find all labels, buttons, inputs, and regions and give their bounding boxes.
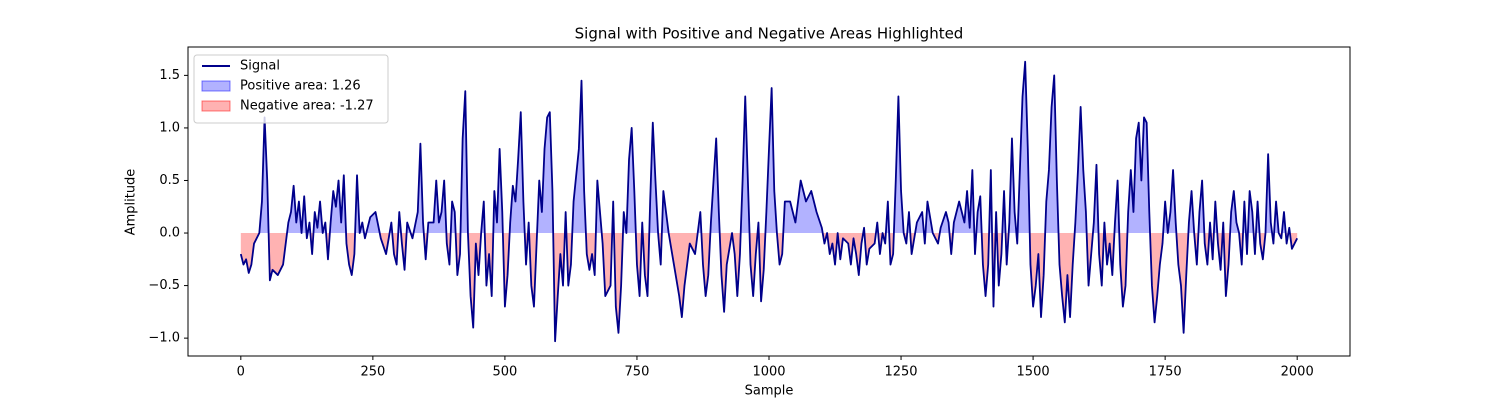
y-tick-label: 1.0 [159, 120, 180, 135]
area-negative [240, 233, 1298, 342]
x-tick-label: 500 [492, 365, 517, 380]
signal-line [239, 60, 1298, 343]
legend-box [193, 54, 389, 124]
x-tick-label: 1250 [884, 365, 917, 380]
y-tick-label: 0.0 [159, 226, 180, 241]
x-tick-label: 250 [360, 365, 385, 380]
legend-swatch [201, 80, 231, 92]
x-tick-label: 1750 [1149, 365, 1182, 380]
legend-label: Signal [240, 59, 280, 74]
y-tick-label: −1.0 [148, 331, 180, 346]
y-axis-label: Amplitude [124, 169, 139, 236]
legend-label: Positive area: 1.26 [240, 79, 361, 94]
x-tick-label: 1000 [752, 365, 785, 380]
area-positive [259, 61, 1290, 234]
x-axis-label: Sample [745, 384, 794, 399]
chart-title: Signal with Positive and Negative Areas … [575, 25, 964, 43]
legend-swatch [201, 100, 231, 112]
y-tick-label: 1.5 [159, 68, 180, 83]
x-tick-label: 750 [625, 365, 650, 380]
x-tick-label: 1500 [1017, 365, 1050, 380]
x-tick-label: 2000 [1281, 365, 1314, 380]
y-tick-label: 0.5 [159, 173, 180, 188]
x-tick-label: 0 [237, 365, 245, 380]
legend-label: Negative area: -1.27 [240, 99, 374, 114]
y-tick-label: −0.5 [148, 278, 180, 293]
